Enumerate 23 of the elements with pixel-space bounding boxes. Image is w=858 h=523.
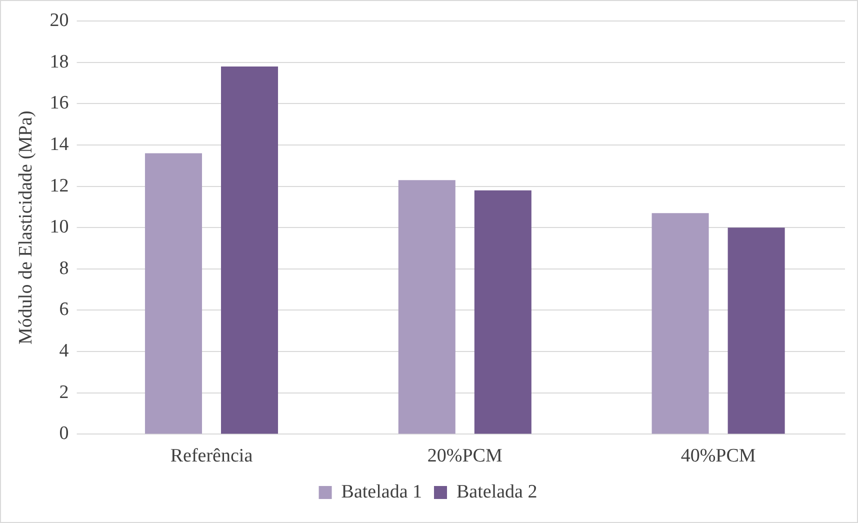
y-tick-label: 20 bbox=[50, 10, 69, 31]
x-tick-label: 40%PCM bbox=[680, 446, 756, 467]
bar bbox=[221, 66, 278, 434]
y-axis-title: Módulo de Elasticidade (MPa) bbox=[15, 110, 36, 344]
y-tick-label: 0 bbox=[59, 423, 69, 444]
x-tick-label: Referência bbox=[170, 446, 254, 467]
y-tick-label: 12 bbox=[50, 175, 69, 196]
y-tick-label: 18 bbox=[50, 51, 69, 72]
y-tick-label: 2 bbox=[59, 382, 69, 403]
bar bbox=[398, 180, 456, 434]
y-tick-label: 16 bbox=[50, 92, 69, 114]
x-tick-label: 20%PCM bbox=[427, 446, 502, 467]
legend-label: Batelada 1 bbox=[341, 481, 422, 502]
y-tick-label: 10 bbox=[50, 216, 69, 238]
bar bbox=[144, 153, 202, 434]
bar bbox=[474, 190, 532, 434]
y-tick-label: 6 bbox=[59, 299, 69, 320]
bar bbox=[728, 228, 785, 434]
legend-label: Batelada 2 bbox=[456, 481, 538, 502]
bar bbox=[652, 213, 709, 434]
y-tick-label: 14 bbox=[50, 134, 70, 155]
y-tick-label: 8 bbox=[59, 258, 69, 279]
y-tick-label: 4 bbox=[59, 340, 70, 362]
